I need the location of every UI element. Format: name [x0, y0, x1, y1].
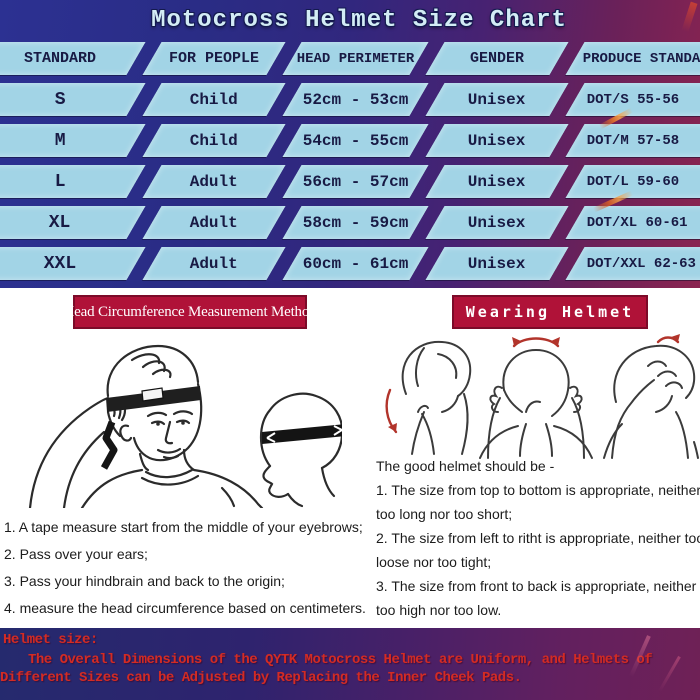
cell-value: Unisex	[468, 131, 526, 150]
cell-head-perimeter: 56cm - 57cm	[282, 165, 429, 198]
wearing-line: too high nor too low.	[376, 602, 502, 618]
footer-note-line: The Overall Dimensions of the QYTK Motoc…	[28, 652, 653, 668]
cell-value: Adult	[189, 254, 238, 273]
instructions-section: Head Circumference Measurement Method We…	[0, 288, 700, 628]
cell-value: Adult	[189, 172, 238, 191]
wearing-line: 1. The size from top to bottom is approp…	[376, 482, 700, 498]
cell-produce-standard: DOT/S 55-56	[565, 83, 700, 116]
table-row-l: L Adult 56cm - 57cm Unisex DOT/L 59-60	[0, 165, 700, 198]
size-chart-section: Motocross Helmet Size Chart STANDARD FOR…	[0, 0, 700, 288]
cell-for-people: Child	[142, 124, 286, 157]
measurement-step: 3. Pass your hindbrain and back to the o…	[4, 573, 285, 589]
table-row-s: S Child 52cm - 53cm Unisex DOT/S 55-56	[0, 83, 700, 116]
cell-value: M	[54, 130, 66, 151]
header-cell-for-people: FOR PEOPLE	[142, 42, 286, 75]
table-row-xxl: XXL Adult 60cm - 61cm Unisex DOT/XXL 62-…	[0, 247, 700, 280]
cell-gender: Unisex	[425, 165, 569, 198]
wearing-line: 2. The size from left to ritht is approp…	[376, 530, 700, 546]
measurement-step: 4. measure the head circumference based …	[4, 600, 366, 616]
wearing-line: 3. The size from front to back is approp…	[376, 578, 697, 594]
cell-head-perimeter: 58cm - 59cm	[282, 206, 429, 239]
cell-produce-standard: DOT/L 59-60	[565, 165, 700, 198]
cell-value: 58cm - 59cm	[302, 213, 409, 232]
cell-value: Child	[189, 90, 238, 109]
cell-value: XXL	[43, 253, 77, 274]
cell-value: XL	[49, 212, 71, 233]
header-cell-standard: STANDARD	[0, 42, 146, 75]
header-label: STANDARD	[23, 50, 96, 67]
measurement-step: 2. Pass over your ears;	[4, 546, 148, 562]
cell-size: XL	[0, 206, 146, 239]
measurement-method-heading: Head Circumference Measurement Method	[64, 295, 317, 329]
table-row-xl: XL Adult 58cm - 59cm Unisex DOT/XL 60-61	[0, 206, 700, 239]
cell-value: Unisex	[468, 213, 526, 232]
cell-for-people: Adult	[142, 165, 286, 198]
cell-for-people: Adult	[142, 247, 286, 280]
cell-value: DOT/M 57-58	[587, 132, 680, 149]
cell-value: 60cm - 61cm	[302, 254, 409, 273]
wearing-helmet-heading: Wearing Helmet	[452, 295, 648, 329]
cell-produce-standard: DOT/XL 60-61	[565, 206, 700, 239]
cell-value: Unisex	[468, 90, 526, 109]
table-row-m: M Child 54cm - 55cm Unisex DOT/M 57-58	[0, 124, 700, 157]
cell-value: Child	[189, 131, 238, 150]
footer-note-line: Different Sizes can be Adjusted by Repla…	[0, 670, 522, 686]
cell-size: L	[0, 165, 146, 198]
cell-produce-standard: DOT/XXL 62-63	[565, 247, 700, 280]
page-title: Motocross Helmet Size Chart	[151, 7, 567, 34]
measurement-step: 1. A tape measure start from the middle …	[4, 519, 363, 535]
cell-value: Unisex	[468, 254, 526, 273]
cell-size: S	[0, 83, 146, 116]
cell-value: Unisex	[468, 172, 526, 191]
cell-value: S	[54, 89, 66, 110]
header-cell-head-perimeter: HEAD PERIMETER	[282, 42, 429, 75]
cell-value: DOT/L 59-60	[587, 173, 680, 190]
cell-value: DOT/XL 60-61	[587, 214, 688, 231]
cell-head-perimeter: 54cm - 55cm	[282, 124, 429, 157]
wearing-helmet-illustration	[385, 334, 699, 459]
cell-value: DOT/S 55-56	[587, 91, 680, 108]
cell-gender: Unisex	[425, 247, 569, 280]
cell-size: M	[0, 124, 146, 157]
cell-for-people: Child	[142, 83, 286, 116]
cell-value: Adult	[189, 213, 238, 232]
header-label: GENDER	[469, 50, 524, 67]
cell-gender: Unisex	[425, 124, 569, 157]
cell-gender: Unisex	[425, 83, 569, 116]
cell-for-people: Adult	[142, 206, 286, 239]
header-label: FOR PEOPLE	[168, 50, 259, 67]
footer-label: Helmet size:	[3, 632, 98, 648]
wearing-guidelines: The good helmet should be - 1. The size …	[376, 454, 700, 622]
wearing-line: too long nor too short;	[376, 506, 513, 522]
header-cell-gender: GENDER	[425, 42, 569, 75]
cell-value: 54cm - 55cm	[302, 131, 409, 150]
cell-produce-standard: DOT/M 57-58	[565, 124, 700, 157]
wearing-line: The good helmet should be -	[376, 458, 555, 474]
header-label: HEAD PERIMETER	[296, 50, 415, 67]
head-measurement-illustration	[28, 344, 342, 508]
header-cell-produce-standard: PRODUCE STANDARD	[565, 42, 700, 75]
cell-value: 52cm - 53cm	[302, 90, 409, 109]
cell-value: 56cm - 57cm	[302, 172, 409, 191]
wearing-line: loose nor too tight;	[376, 554, 492, 570]
cell-head-perimeter: 52cm - 53cm	[282, 83, 429, 116]
cell-value: L	[54, 171, 66, 192]
heading-label: Head Circumference Measurement Method	[63, 303, 317, 320]
table-header-row: STANDARD FOR PEOPLE HEAD PERIMETER GENDE…	[0, 42, 700, 75]
measurement-steps: 1. A tape measure start from the middle …	[4, 514, 366, 622]
cell-value: DOT/XXL 62-63	[587, 255, 697, 272]
cell-head-perimeter: 60cm - 61cm	[282, 247, 429, 280]
header-label: PRODUCE STANDARD	[582, 50, 700, 67]
cell-gender: Unisex	[425, 206, 569, 239]
footer-note-section: Helmet size: The Overall Dimensions of t…	[0, 628, 700, 700]
cell-size: XXL	[0, 247, 146, 280]
heading-label: Wearing Helmet	[465, 303, 635, 321]
